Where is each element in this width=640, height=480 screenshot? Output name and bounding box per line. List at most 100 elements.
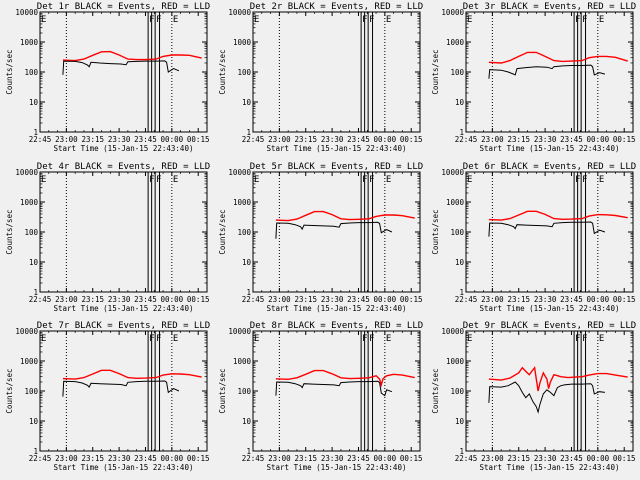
y-tick-label: 1 [459, 128, 464, 137]
x-tick-label: 23:00 [481, 454, 504, 463]
x-tick-label: 00:00 [161, 295, 184, 304]
y-tick-label: 10000 [15, 168, 38, 177]
marker-label-E: E [173, 15, 178, 25]
x-tick-label: 00:15 [400, 454, 423, 463]
plot-frame [252, 330, 421, 452]
x-tick-label: 23:00 [55, 295, 78, 304]
y-tick-label: 100 [450, 228, 464, 237]
marker-label-E-left: E [254, 334, 259, 344]
x-tick-label: 23:00 [268, 295, 291, 304]
marker-label-F: F [156, 175, 161, 185]
y-tick-label: 1000 [233, 38, 252, 47]
detector-panel-4: Det 4r BLACK = Events, RED = LLD 1 10 100 10… [5, 162, 210, 313]
marker-label-E-left: E [467, 175, 472, 185]
x-tick-label: 23:45 [134, 135, 157, 144]
marker-label-F: F [362, 334, 367, 344]
x-tick-label: 23:00 [55, 454, 78, 463]
x-tick-label: 00:00 [161, 454, 184, 463]
x-tick-label: 23:00 [55, 135, 78, 144]
y-tick-label: 10000 [228, 8, 251, 17]
y-axis-label: Counts/sec [5, 209, 14, 254]
x-tick-label: 23:45 [347, 135, 370, 144]
marker-label-F: F [575, 15, 580, 25]
marker-label-F: F [149, 334, 154, 344]
x-tick-label: 23:30 [321, 135, 344, 144]
marker-label-E-left: E [467, 15, 472, 25]
y-tick-label: 10 [29, 417, 39, 426]
marker-label-E: E [173, 334, 178, 344]
x-tick-label: 22:45 [455, 454, 478, 463]
y-axis-label: Counts/sec [431, 209, 440, 254]
y-tick-label: 100 [237, 68, 251, 77]
y-tick-label: 1000 [20, 357, 39, 366]
detector-panel-5: Det 5r BLACK = Events, RED = LLD 1 10 100 10… [218, 162, 423, 313]
plot-frame [252, 11, 421, 133]
y-tick-label: 10 [29, 258, 39, 267]
y-tick-label: 1 [33, 128, 38, 137]
x-tick-label: 23:30 [534, 454, 557, 463]
x-axis-label: Start Time (15-Jan-15 22:43:40) [54, 463, 194, 472]
lld-series-line [275, 369, 415, 388]
detector-panel-7: Det 7r BLACK = Events, RED = LLD 1 10 100 10… [5, 321, 210, 472]
detector-panel-3: Det 3r BLACK = Events, RED = LLD 1 10 100 10… [431, 2, 636, 153]
y-tick-label: 100 [24, 387, 38, 396]
x-tick-label: 23:30 [321, 454, 344, 463]
marker-label-F: F [369, 334, 374, 344]
marker-label-E: E [386, 175, 391, 185]
y-tick-label: 1000 [233, 357, 252, 366]
lld-series-line [62, 369, 202, 380]
y-axis-label: Counts/sec [5, 49, 14, 94]
marker-label-E-left: E [254, 175, 259, 185]
y-tick-label: 100 [237, 228, 251, 237]
panel-title: Det 6r BLACK = Events, RED = LLD [463, 162, 636, 172]
y-axis-label: Counts/sec [218, 368, 227, 413]
marker-label-E-left: E [41, 334, 46, 344]
y-tick-label: 1000 [446, 38, 465, 47]
x-tick-label: 23:00 [268, 135, 291, 144]
y-tick-label: 100 [24, 228, 38, 237]
events-series-line [488, 381, 605, 414]
x-tick-label: 00:15 [613, 135, 636, 144]
events-series-line [62, 380, 180, 397]
marker-label-F: F [582, 334, 587, 344]
y-tick-label: 10000 [441, 168, 464, 177]
x-tick-label: 00:00 [587, 295, 610, 304]
x-tick-label: 23:45 [560, 454, 583, 463]
y-tick-label: 1 [33, 288, 38, 297]
y-tick-label: 10 [242, 98, 252, 107]
x-tick-label: 23:15 [294, 295, 317, 304]
detector-panel-8: Det 8r BLACK = Events, RED = LLD 1 10 100 10… [218, 321, 423, 472]
lld-series-line [62, 50, 202, 62]
y-axis-label: Counts/sec [5, 368, 14, 413]
x-tick-label: 00:15 [400, 135, 423, 144]
y-tick-label: 1000 [20, 198, 39, 207]
marker-label-F: F [369, 15, 374, 25]
marker-label-F: F [156, 15, 161, 25]
y-tick-label: 10000 [441, 8, 464, 17]
events-series-line [488, 221, 606, 237]
y-axis-label: Counts/sec [431, 368, 440, 413]
plot-frame [465, 330, 634, 452]
x-tick-label: 00:15 [187, 454, 210, 463]
y-tick-label: 1 [246, 288, 251, 297]
detector-panel-1: Det 1r BLACK = Events, RED = LLD 1 10 100 10… [5, 2, 210, 153]
x-tick-label: 22:45 [242, 135, 265, 144]
x-tick-label: 23:15 [507, 295, 530, 304]
panel-title: Det 3r BLACK = Events, RED = LLD [463, 2, 636, 12]
x-tick-label: 00:00 [374, 135, 397, 144]
x-tick-label: 00:15 [613, 454, 636, 463]
marker-label-E: E [386, 334, 391, 344]
x-tick-label: 23:15 [81, 135, 104, 144]
x-tick-label: 23:15 [294, 454, 317, 463]
x-tick-label: 00:00 [374, 454, 397, 463]
marker-label-E-left: E [41, 175, 46, 185]
events-series-line [62, 60, 180, 75]
detector-panel-9: Det 9r BLACK = Events, RED = LLD 1 10 100 10… [431, 321, 636, 472]
y-tick-label: 1 [33, 447, 38, 456]
y-tick-label: 100 [237, 387, 251, 396]
y-tick-label: 1000 [20, 38, 39, 47]
marker-label-F: F [149, 175, 154, 185]
x-tick-label: 22:45 [242, 454, 265, 463]
x-tick-label: 23:45 [560, 295, 583, 304]
panel-title: Det 5r BLACK = Events, RED = LLD [250, 162, 423, 172]
